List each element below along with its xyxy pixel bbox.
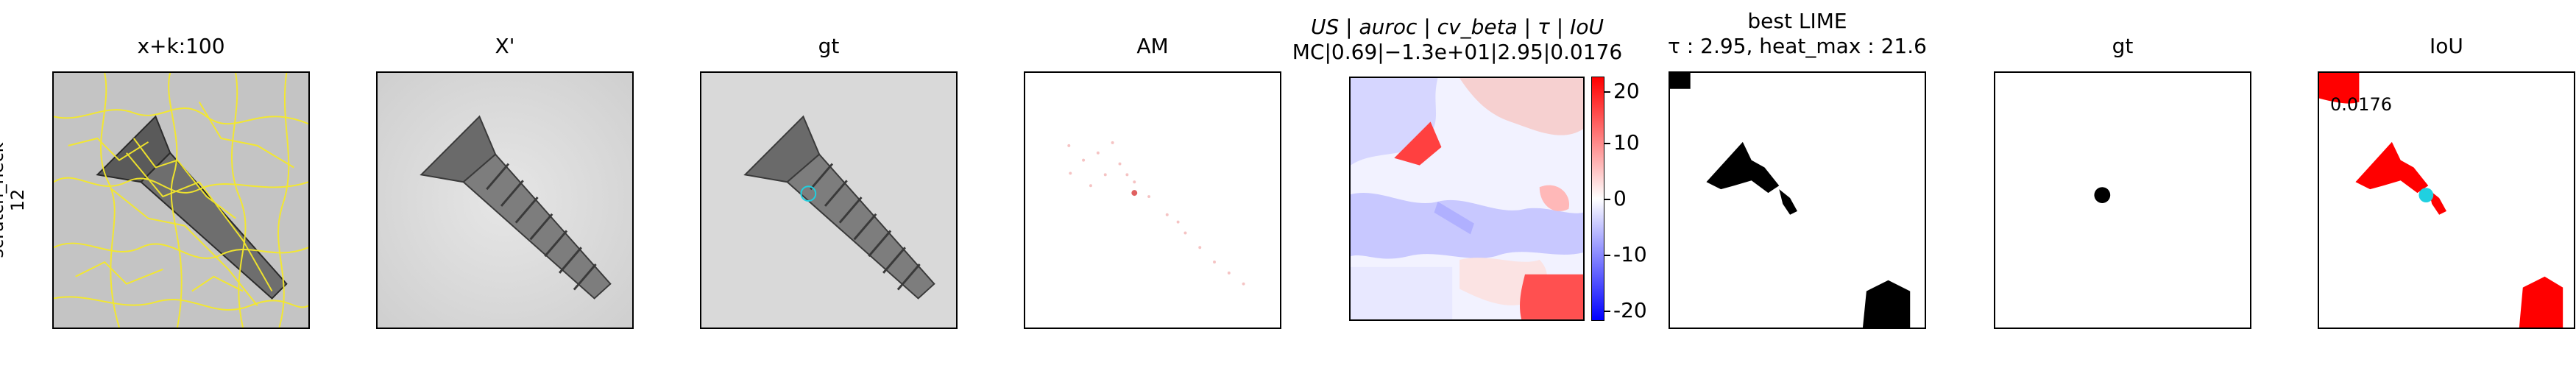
colorbar-tick (1604, 311, 1610, 312)
screw-image (378, 73, 632, 328)
colorbar-tick (1604, 255, 1610, 256)
us-heatmap (1351, 78, 1583, 319)
gt-mask (1995, 73, 2250, 328)
panel-title-5b: MC|0.69|−1.3e+01|2.95|0.0176 (1292, 40, 1623, 64)
panel-iou (2318, 71, 2575, 329)
panel-gt-mask (1994, 71, 2251, 329)
iou-overlay (2319, 73, 2574, 328)
panel-attention-map (1024, 71, 1281, 329)
am-heatmap (1025, 73, 1280, 328)
iou-annotation: 0.0176 (2330, 94, 2392, 115)
colorbar (1591, 77, 1604, 321)
colorbar-tick (1604, 199, 1610, 200)
screw-shape (96, 115, 288, 300)
iou-gt-marker (2418, 188, 2434, 202)
colorbar-tick (1604, 91, 1610, 93)
row-label-index: 12 (7, 188, 28, 212)
lime-mask (1670, 73, 1925, 328)
screw-image-gt (701, 73, 956, 328)
panel-image-superpixels (52, 71, 310, 329)
panel-best-lime (1669, 71, 1926, 329)
panel-image-gt (700, 71, 958, 329)
panel-title-1: x+k:100 (137, 34, 225, 58)
colorbar-tick-label: 20 (1613, 79, 1640, 103)
panel-title-8: IoU (2430, 34, 2463, 58)
colorbar-tick-label: -10 (1613, 242, 1647, 266)
gt-defect-circle (800, 185, 817, 202)
row-label-class: scratch_neck (0, 142, 7, 258)
colorbar-tick (1604, 143, 1610, 144)
panel-title-4: AM (1136, 34, 1169, 58)
superpixel-overlay (54, 73, 308, 328)
colorbar-tick-label: 10 (1613, 130, 1640, 155)
panel-title-3: gt (818, 34, 840, 58)
panel-title-6b: τ : 2.95, heat_max : 21.6 (1668, 34, 1927, 58)
panel-image-xprime (376, 71, 634, 329)
panel-title-5a: US | auroc | cv_beta | τ | IoU (1311, 15, 1604, 39)
colorbar-tick-label: 0 (1613, 186, 1627, 210)
panel-us-heatmap (1349, 77, 1585, 321)
panel-title-6a: best LIME (1747, 9, 1847, 33)
colorbar-tick-label: -20 (1613, 298, 1647, 322)
panel-title-2: X' (495, 34, 515, 58)
panel-title-7: gt (2112, 34, 2134, 58)
